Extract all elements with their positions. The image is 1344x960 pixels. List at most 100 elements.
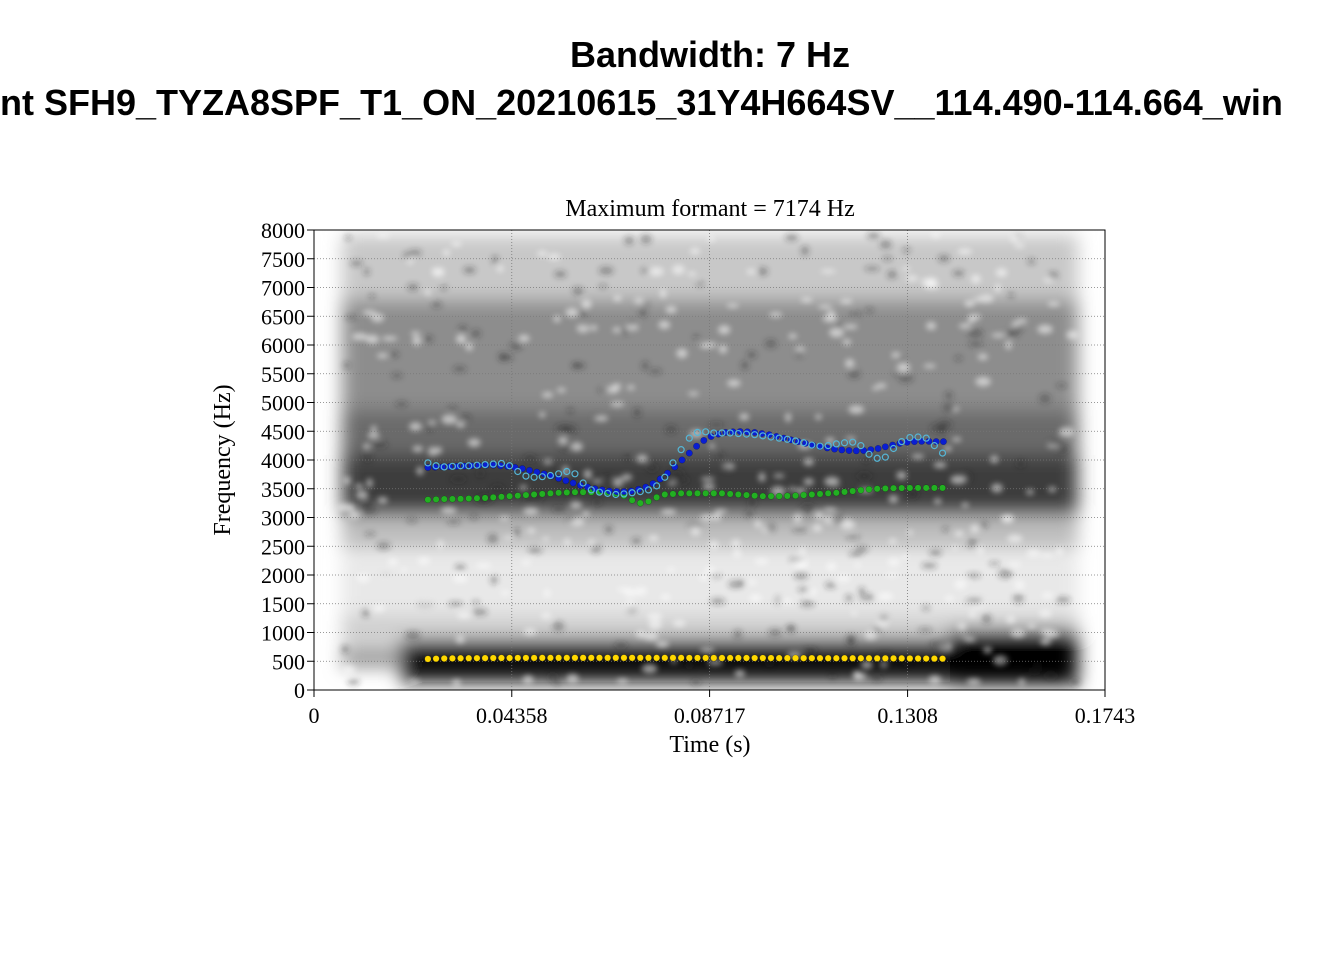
y-tick-label: 8000 <box>261 218 305 243</box>
formant-point-f1 <box>939 655 946 663</box>
formant-points <box>424 428 947 663</box>
formant-point-f4 <box>653 482 661 490</box>
figure-title-line1: Bandwidth: 7 Hz <box>570 34 850 75</box>
formant-point-f4 <box>579 479 587 487</box>
formant-point-f4 <box>595 488 604 496</box>
formant-point-f1 <box>432 655 440 663</box>
formant-point-f2 <box>685 489 693 497</box>
formant-point-f1 <box>808 654 816 662</box>
formant-point-f4 <box>489 460 497 468</box>
formant-point-f4 <box>742 430 751 438</box>
y-axis: 0 500 1000 1500 2000 2500 3000 3500 4000 4500 5000… <box>261 218 314 703</box>
formant-point-f2 <box>759 492 767 500</box>
formant-point-f4 <box>759 432 767 440</box>
formant-point-f2 <box>718 489 726 497</box>
formant-point-f1 <box>587 654 595 662</box>
y-tick-label: 5500 <box>261 362 305 387</box>
formant-point-f4 <box>791 437 800 445</box>
formant-point-f1 <box>571 654 579 662</box>
formant-point-f4 <box>440 463 448 471</box>
formant-point-f3 <box>678 456 686 464</box>
formant-point-f4 <box>456 462 465 470</box>
formant-point-f1 <box>612 654 620 662</box>
formant-point-f1 <box>751 654 759 662</box>
formant-point-f3 <box>939 438 947 446</box>
formant-point-f1 <box>930 655 938 663</box>
formant-point-f1 <box>702 654 710 662</box>
formant-point-f1 <box>783 654 791 662</box>
formant-point-f1 <box>718 654 726 662</box>
formant-point-f2 <box>514 492 522 500</box>
formant-point-f4 <box>571 470 579 478</box>
formant-point-f4 <box>881 453 889 461</box>
formant-point-f2 <box>783 492 791 500</box>
formant-point-f4 <box>906 433 914 442</box>
formant-point-f1 <box>514 654 522 662</box>
formant-point-f1 <box>694 654 701 662</box>
formant-point-f3 <box>874 445 882 452</box>
formant-point-f1 <box>653 654 661 662</box>
formant-point-f3 <box>751 428 759 436</box>
formant-point-f4 <box>424 459 432 467</box>
formant-point-f2 <box>636 499 644 507</box>
formant-point-f2 <box>661 491 669 498</box>
formant-point-f1 <box>800 654 808 662</box>
formant-point-f1 <box>546 654 554 662</box>
y-tick-label: 4000 <box>261 448 305 473</box>
formant-point-f3 <box>569 479 577 487</box>
formant-point-f1 <box>865 654 873 662</box>
formant-point-f1 <box>579 654 587 662</box>
spectrogram <box>337 232 1081 687</box>
formant-point-f2 <box>914 484 922 492</box>
formant-point-f1 <box>824 654 832 662</box>
formant-point-f4 <box>669 459 677 467</box>
formant-point-f4 <box>898 438 906 446</box>
formant-point-f4 <box>628 489 636 497</box>
formant-point-f2 <box>465 495 473 502</box>
formant-point-f4 <box>522 472 530 480</box>
formant-point-f1 <box>759 654 767 662</box>
formant-point-f1 <box>636 654 644 662</box>
formant-point-f4 <box>448 462 457 470</box>
formant-point-f2 <box>677 489 685 497</box>
formant-point-f1 <box>604 654 612 662</box>
formant-point-f1 <box>645 654 652 662</box>
formant-point-f3 <box>620 488 628 496</box>
formant-point-f4 <box>685 434 693 442</box>
formant-point-f4 <box>563 467 571 476</box>
formant-point-f4 <box>465 462 473 470</box>
formant-point-f3 <box>562 477 570 485</box>
formant-point-f2 <box>816 490 824 498</box>
x-tick-label: 0.1308 <box>877 703 938 728</box>
formant-point-f2 <box>890 484 897 492</box>
formant-point-f1 <box>677 654 685 662</box>
formant-point-f2 <box>734 491 742 498</box>
formant-point-f1 <box>440 655 448 662</box>
formant-point-f2 <box>898 484 906 492</box>
formant-point-f2 <box>751 492 759 500</box>
formant-point-f1 <box>898 654 906 662</box>
y-tick-label: 3000 <box>261 506 305 531</box>
x-axis: 0 0.04358 0.08717 0.1308 0.1743 <box>309 690 1135 728</box>
formant-point-f4 <box>497 459 506 468</box>
formant-point-f4 <box>816 442 824 450</box>
formant-point-f4 <box>612 490 620 499</box>
formant-point-f4 <box>555 470 563 478</box>
formant-point-f4 <box>546 471 555 480</box>
formant-point-f4 <box>832 440 840 448</box>
formant-point-f4 <box>538 473 546 481</box>
formant-point-f2 <box>832 489 840 497</box>
formant-point-f2 <box>440 495 448 503</box>
chart-title: Maximum formant = 7174 Hz <box>565 196 855 222</box>
figure-title-line2: nt SFH9_TYZA8SPF_T1_ON_20210615_31Y4H664… <box>0 82 1283 123</box>
formant-point-f1 <box>906 654 914 662</box>
y-tick-label: 0 <box>294 678 305 703</box>
y-tick-label: 2000 <box>261 563 305 588</box>
formant-point-f1 <box>448 654 456 662</box>
formant-point-f4 <box>914 433 922 441</box>
formant-point-f2 <box>497 493 505 501</box>
formant-point-f2 <box>702 489 710 497</box>
formant-point-f2 <box>849 487 857 495</box>
formant-point-f1 <box>538 654 546 662</box>
formant-point-f2 <box>669 490 677 498</box>
